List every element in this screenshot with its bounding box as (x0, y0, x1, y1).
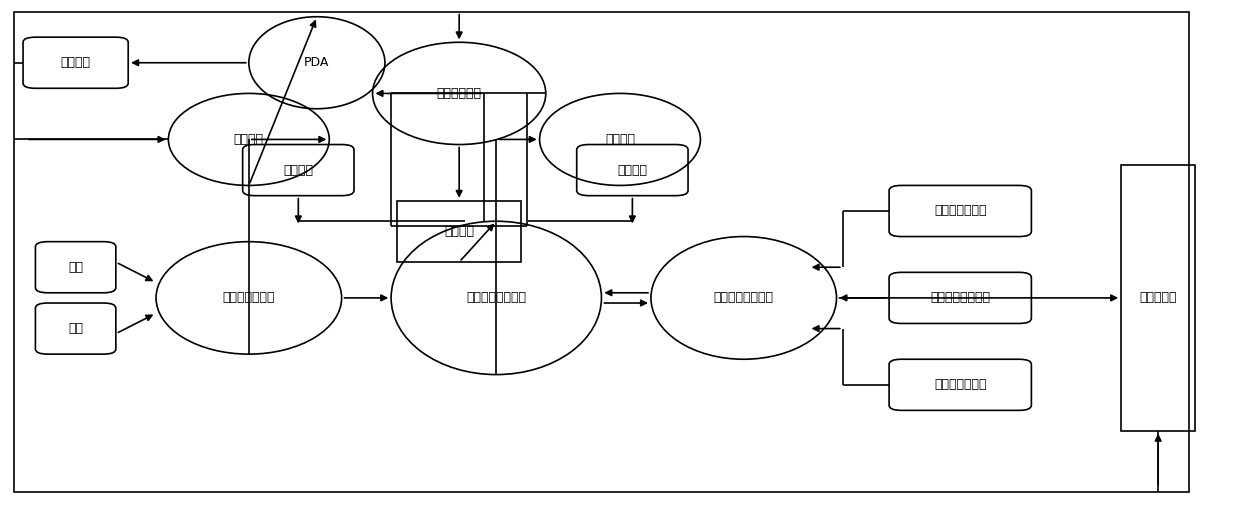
Text: 上死点时刻信息: 上死点时刻信息 (934, 378, 987, 391)
Text: 数据分析处理模块: 数据分析处理模块 (466, 291, 526, 304)
Text: 数据提取: 数据提取 (444, 225, 474, 238)
Text: PDA: PDA (304, 56, 330, 69)
Text: 实时示功图: 实时示功图 (1140, 291, 1177, 304)
Text: 下死点时刻信息: 下死点时刻信息 (934, 205, 987, 217)
Text: 实时功率: 实时功率 (283, 163, 314, 177)
Text: 悬点位移: 悬点位移 (618, 163, 647, 177)
Text: 电参数采集模块: 电参数采集模块 (223, 291, 275, 304)
Text: 通讯模块: 通讯模块 (234, 133, 264, 146)
Text: 光杆运动时刻信息: 光杆运动时刻信息 (930, 291, 991, 304)
Text: 电压: 电压 (68, 322, 83, 335)
Text: 数据存储模块: 数据存储模块 (436, 87, 481, 100)
Text: 远程终端: 远程终端 (61, 56, 91, 69)
Text: 电源模块: 电源模块 (605, 133, 635, 146)
Text: 上下死点识别模块: 上下死点识别模块 (714, 291, 774, 304)
Text: 电流: 电流 (68, 261, 83, 274)
